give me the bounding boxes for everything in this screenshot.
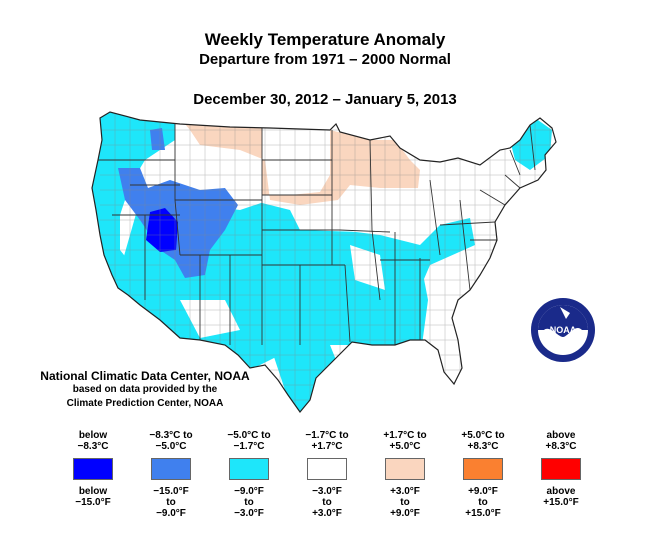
legend-swatch xyxy=(307,458,347,480)
legend-item: −5.0°C to −1.7°C −9.0°F to −3.0°F xyxy=(204,430,294,519)
legend-fahrenheit-label: +3.0°F to +9.0°F xyxy=(390,486,420,519)
map-title: Weekly Temperature Anomaly xyxy=(204,30,446,49)
legend-item: above +8.3°C above +15.0°F xyxy=(516,430,606,508)
legend-item: −8.3°C to −5.0°C −15.0°F to −9.0°F xyxy=(126,430,216,519)
legend-fahrenheit-label: +9.0°F to +15.0°F xyxy=(465,486,501,519)
legend-celsius-label: above +8.3°C xyxy=(545,430,577,452)
legend-swatch xyxy=(73,458,113,480)
legend-celsius-label: −1.7°C to +1.7°C xyxy=(305,430,349,452)
legend-swatch xyxy=(229,458,269,480)
legend-item: −1.7°C to +1.7°C −3.0°F to +3.0°F xyxy=(282,430,372,519)
legend-fahrenheit-label: −9.0°F to −3.0°F xyxy=(234,486,264,519)
legend-fahrenheit-label: above +15.0°F xyxy=(543,486,579,508)
legend-item: +1.7°C to +5.0°C +3.0°F to +9.0°F xyxy=(360,430,450,519)
legend-fahrenheit-label: −15.0°F to −9.0°F xyxy=(153,486,189,519)
legend-swatch xyxy=(541,458,581,480)
map-subtitle: Departure from 1971 – 2000 Normal xyxy=(199,51,451,68)
credit-line-3: Climate Prediction Center, NOAA xyxy=(66,398,224,409)
date-range: December 30, 2012 – January 5, 2013 xyxy=(193,91,457,108)
us-outline xyxy=(91,111,557,413)
noaa-logo-text: NOAA xyxy=(550,325,577,335)
noaa-logo: NOAA xyxy=(531,298,595,362)
legend-swatch xyxy=(463,458,503,480)
legend-item: +5.0°C to +8.3°C +9.0°F to +15.0°F xyxy=(438,430,528,519)
legend-fahrenheit-label: −3.0°F to +3.0°F xyxy=(312,486,342,519)
legend-celsius-label: −8.3°C to −5.0°C xyxy=(149,430,193,452)
legend-celsius-label: below −8.3°C xyxy=(77,430,109,452)
legend-fahrenheit-label: below −15.0°F xyxy=(75,486,111,508)
legend-swatch xyxy=(385,458,425,480)
state-boundaries xyxy=(98,118,536,345)
legend-celsius-label: +1.7°C to +5.0°C xyxy=(383,430,427,452)
legend-item: below −8.3°C below −15.0°F xyxy=(48,430,138,508)
credit-line-1: National Climatic Data Center, NOAA xyxy=(40,369,250,383)
legend-celsius-label: −5.0°C to −1.7°C xyxy=(227,430,271,452)
legend-swatch xyxy=(151,458,191,480)
credit-line-2: based on data provided by the xyxy=(72,384,218,395)
legend-celsius-label: +5.0°C to +8.3°C xyxy=(461,430,505,452)
